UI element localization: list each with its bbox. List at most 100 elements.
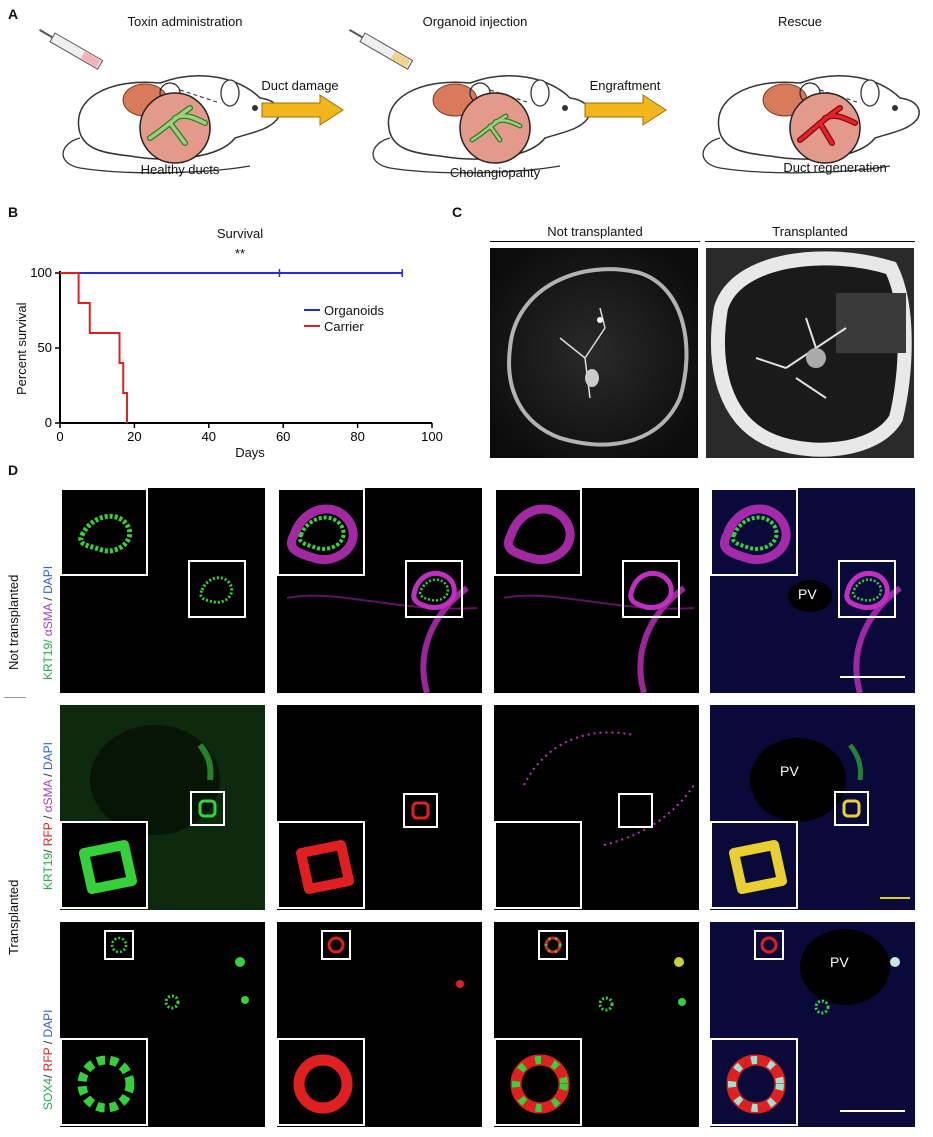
roi-r3-c3 <box>538 930 568 960</box>
stage-3-caption: Duct regeneration <box>783 160 887 175</box>
stage-1-title: Toxin administration <box>127 14 243 29</box>
panel-c-label: C <box>452 204 463 220</box>
pv-label-r3: PV <box>830 954 849 970</box>
inset-r2-c2 <box>277 821 365 909</box>
mouse-schematic <box>39 28 920 174</box>
survival-chart: 0 20 40 60 80 100 0 50 100 <box>30 265 443 444</box>
stain-label-segment: / <box>41 770 55 781</box>
roi-r2-c2 <box>403 793 438 828</box>
mri-not-transplanted <box>490 248 698 458</box>
stage-2-caption: Cholangiopahty <box>449 165 541 180</box>
stain-label-row2: KRT19/ RFP / αSMA / DAPI <box>40 742 55 890</box>
row-group-divider <box>4 697 26 698</box>
y-axis-label: Percent survival <box>14 302 29 395</box>
x-tick-label: 0 <box>56 429 63 444</box>
micrograph-r3-c2 <box>277 922 482 1127</box>
micrograph-r1-c1 <box>60 488 265 693</box>
panel-d-label: D <box>8 462 19 478</box>
pv-label-r2: PV <box>780 763 799 779</box>
inset-r3-c2 <box>277 1038 365 1126</box>
roi-r3-c2 <box>321 930 351 960</box>
stain-label-segment: KRT19 <box>41 642 55 680</box>
arrow-duct-damage <box>261 94 344 126</box>
chart-title: Survival <box>216 226 264 241</box>
roi-r1-c1 <box>188 560 246 618</box>
roi-r1-c3 <box>622 560 680 618</box>
mri-header-not-transplanted: Not transplanted <box>547 224 643 239</box>
stain-label-segment: SOX4 <box>41 1077 55 1110</box>
arrow-engraftment <box>584 94 667 126</box>
roi-r3-c1 <box>104 930 134 960</box>
inset-r3-c4 <box>710 1038 798 1126</box>
stain-label-segment: DAPI <box>41 565 55 594</box>
micrograph-r2-c4: PV <box>710 705 915 910</box>
micrograph-r3-c1 <box>60 922 265 1127</box>
micrograph-r1-c2 <box>277 488 482 693</box>
stain-label-segment: DAPI <box>41 742 55 771</box>
inset-r1-c3 <box>494 488 582 576</box>
y-tick-label: 0 <box>45 415 52 430</box>
scale-bar-r2 <box>880 897 910 899</box>
y-tick-label: 50 <box>38 340 52 355</box>
significance-marker: ** <box>234 246 246 261</box>
stain-label-segment: / <box>41 1071 55 1078</box>
arrow-label-engraftment: Engraftment <box>589 78 661 93</box>
roi-r3-c4 <box>754 930 784 960</box>
roi-r1-c2 <box>405 560 463 618</box>
mri-transplanted <box>706 248 914 458</box>
mri-header-line-1 <box>490 241 700 242</box>
panel-a-label: A <box>8 6 19 22</box>
x-tick-label: 40 <box>202 429 216 444</box>
inset-r2-c1 <box>60 821 148 909</box>
roi-r1-c4 <box>838 560 896 618</box>
inset-r3-c3 <box>494 1038 582 1126</box>
stage-3-title: Rescue <box>777 14 823 29</box>
stain-label-segment: RFP <box>41 1047 55 1072</box>
micrograph-r2-c2 <box>277 705 482 910</box>
x-axis-label: Days <box>235 445 265 460</box>
x-tick-label: 60 <box>276 429 290 444</box>
row-group-transplanted: Transplanted <box>6 879 21 955</box>
stain-label-segment: αSMA <box>41 603 55 637</box>
stain-label-segment: / <box>41 636 55 643</box>
stain-label-segment: αSMA <box>41 780 55 813</box>
stain-label-row3: SOX4/ RFP / DAPI <box>40 1009 55 1110</box>
row-group-not-transplanted: Not transplanted <box>6 574 21 670</box>
stain-label-segment: / <box>41 846 55 853</box>
pv-label-r1: PV <box>798 586 817 602</box>
mri-header-transplanted: Transplanted <box>772 224 848 239</box>
inset-r1-c4 <box>710 488 798 576</box>
liver-circle-2 <box>459 92 531 164</box>
stain-label-segment: / <box>41 593 55 604</box>
x-tick-label: 100 <box>421 429 443 444</box>
legend-organoids-swatch <box>304 309 320 311</box>
micrograph-r2-c1 <box>60 705 265 910</box>
inset-r1-c2 <box>277 488 365 576</box>
micrograph-r3-c3 <box>494 922 699 1127</box>
scale-bar-r1 <box>840 676 905 678</box>
micrograph-r1-c4: PV <box>710 488 915 693</box>
y-tick-label: 100 <box>30 265 52 280</box>
stain-label-row1: KRT19/ αSMA / DAPI <box>40 566 55 680</box>
stain-label-segment: KRT19 <box>41 852 55 890</box>
legend: Organoids Carrier <box>304 302 384 334</box>
stage-1-caption: Healthy ducts <box>140 162 220 177</box>
inset-r2-c4 <box>710 821 798 909</box>
stain-label-segment: DAPI <box>41 1009 55 1038</box>
legend-carrier-swatch <box>304 325 320 327</box>
stain-label-segment: RFP <box>41 822 55 847</box>
stage-2-title: Organoid injection <box>422 14 528 29</box>
roi-r2-c4 <box>834 791 869 826</box>
micrograph-r1-c3 <box>494 488 699 693</box>
inset-r1-c1 <box>60 488 148 576</box>
panel-b-label: B <box>8 204 19 220</box>
stain-label-segment: / <box>41 1037 55 1048</box>
x-tick-label: 80 <box>350 429 364 444</box>
legend-carrier-label: Carrier <box>324 318 364 334</box>
mri-header-line-2 <box>705 241 915 242</box>
inset-r2-c3 <box>494 821 582 909</box>
inset-r3-c1 <box>60 1038 148 1126</box>
arrow-label-duct-damage: Duct damage <box>261 78 339 93</box>
stain-label-segment: / <box>41 812 55 823</box>
legend-organoids-label: Organoids <box>324 302 384 318</box>
